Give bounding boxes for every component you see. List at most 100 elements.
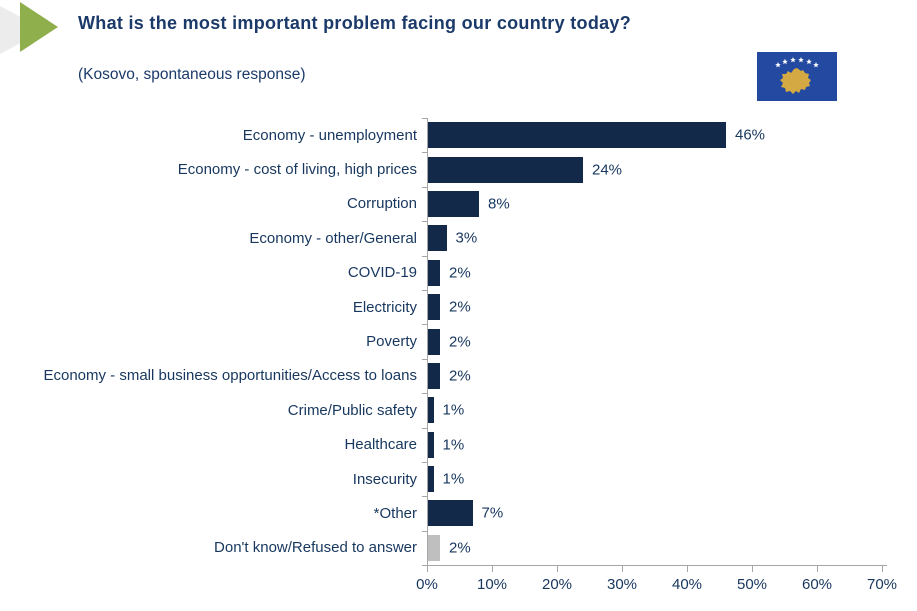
category-label: Healthcare bbox=[344, 436, 417, 454]
bar-chart: Economy - unemployment 46% Economy - cost … bbox=[0, 118, 917, 593]
chart-row: Healthcare 1% bbox=[0, 428, 917, 462]
x-axis-tick bbox=[817, 566, 818, 573]
value-label: 2% bbox=[449, 333, 471, 351]
bar bbox=[427, 294, 440, 321]
x-axis-tick bbox=[557, 566, 558, 573]
value-label: 8% bbox=[488, 195, 510, 213]
value-label: 3% bbox=[455, 229, 478, 247]
x-axis-tick-label: 40% bbox=[671, 576, 703, 594]
y-axis-tick bbox=[422, 565, 427, 567]
bar bbox=[427, 362, 440, 389]
value-label: 2% bbox=[449, 367, 471, 385]
category-label: Economy - small business opportunities/A… bbox=[43, 367, 417, 385]
plot-cell: 2% bbox=[427, 534, 887, 561]
x-axis-tick bbox=[687, 566, 688, 573]
category-label: Economy - cost of living, high prices bbox=[177, 161, 417, 179]
y-axis-tick bbox=[422, 462, 427, 463]
x-axis-tick bbox=[622, 566, 623, 573]
category-label: Insecurity bbox=[352, 470, 417, 488]
bar bbox=[427, 431, 434, 458]
x-axis-tick bbox=[427, 566, 428, 573]
chart-row: Economy - cost of living, high prices 24% bbox=[0, 152, 917, 186]
page-subtitle: (Kosovo, spontaneous response) bbox=[78, 66, 306, 83]
x-axis: 0% 10% 20% 30% 40% 50% 60% 70% bbox=[416, 565, 897, 593]
x-axis-tick-label: 30% bbox=[606, 576, 638, 594]
chart-row: Electricity 2% bbox=[0, 290, 917, 324]
plot-cell: 1% bbox=[427, 397, 887, 424]
value-label: 2% bbox=[449, 539, 471, 557]
value-label: 1% bbox=[442, 436, 465, 454]
chart-row: Economy - unemployment 46% bbox=[0, 118, 917, 152]
value-label: 1% bbox=[442, 470, 465, 488]
plot-cell: 1% bbox=[427, 466, 887, 493]
y-axis-tick bbox=[422, 324, 427, 326]
chart-rows: Economy - unemployment 46% Economy - cost … bbox=[0, 118, 917, 565]
bar bbox=[427, 466, 434, 493]
plot-cell: 8% bbox=[427, 190, 887, 217]
chart-row: Economy - other/General 3% bbox=[0, 221, 917, 255]
category-label: Corruption bbox=[346, 195, 417, 213]
category-label: Electricity bbox=[352, 298, 417, 316]
value-label: 46% bbox=[735, 126, 766, 144]
y-axis-tick bbox=[422, 221, 427, 223]
flag-kosovo-map bbox=[780, 68, 811, 94]
bar bbox=[427, 500, 473, 527]
category-label: Economy - other/General bbox=[249, 229, 417, 247]
chart-row: Corruption 8% bbox=[0, 187, 917, 221]
chart-row: Insecurity 1% bbox=[0, 462, 917, 496]
y-axis-tick bbox=[422, 358, 427, 360]
x-axis-tick bbox=[492, 566, 493, 573]
y-axis bbox=[422, 118, 428, 567]
plot-cell: 2% bbox=[427, 328, 887, 355]
y-axis-tick bbox=[422, 530, 427, 532]
y-axis-tick bbox=[422, 496, 427, 498]
chart-row: COVID-19 2% bbox=[0, 256, 917, 290]
plot-cell: 3% bbox=[427, 225, 887, 252]
y-axis-tick bbox=[422, 118, 427, 119]
x-axis-tick bbox=[882, 566, 883, 573]
page-title: What is the most important problem facin… bbox=[78, 13, 632, 33]
value-label: 1% bbox=[442, 401, 465, 419]
corner-accent-decoration bbox=[0, 2, 58, 54]
bar bbox=[427, 397, 434, 424]
plot-cell: 1% bbox=[427, 431, 887, 458]
chart-row: Economy - small business opportunities/A… bbox=[0, 359, 917, 393]
x-axis-tick-label: 0% bbox=[416, 576, 438, 594]
value-label: 24% bbox=[592, 161, 623, 179]
flag-stars bbox=[775, 57, 819, 68]
chart-row: Crime/Public safety 1% bbox=[0, 393, 917, 427]
category-label: *Other bbox=[373, 504, 417, 522]
plot-cell: 7% bbox=[427, 500, 887, 527]
plot-cell: 2% bbox=[427, 362, 887, 389]
bar bbox=[427, 328, 440, 355]
chart-row: Don't know/Refused to answer 2% bbox=[0, 531, 917, 565]
bar bbox=[427, 156, 583, 183]
bar bbox=[427, 190, 479, 217]
chart-row: Poverty 2% bbox=[0, 324, 917, 358]
value-label: 2% bbox=[449, 264, 471, 282]
plot-cell: 24% bbox=[427, 156, 887, 183]
chart-row: *Other 7% bbox=[0, 496, 917, 530]
bar bbox=[427, 534, 440, 561]
y-axis-tick bbox=[422, 152, 427, 154]
x-axis-tick-label: 10% bbox=[476, 576, 508, 594]
x-axis-tick-label: 70% bbox=[866, 576, 898, 594]
plot-cell: 2% bbox=[427, 294, 887, 321]
value-label: 2% bbox=[449, 298, 471, 316]
y-axis-tick bbox=[422, 186, 427, 188]
y-axis-tick bbox=[422, 255, 427, 257]
category-label: Crime/Public safety bbox=[287, 401, 417, 419]
y-axis-tick bbox=[422, 427, 427, 429]
bar bbox=[427, 122, 726, 149]
y-axis-tick bbox=[422, 290, 427, 291]
plot-cell: 46% bbox=[427, 122, 887, 149]
plot-cell: 2% bbox=[427, 259, 887, 286]
category-label: Economy - unemployment bbox=[242, 126, 417, 144]
x-axis-tick-label: 60% bbox=[801, 576, 833, 594]
category-label: COVID-19 bbox=[347, 264, 417, 282]
x-axis-tick bbox=[752, 566, 753, 573]
category-label: Poverty bbox=[366, 333, 417, 351]
y-axis-tick bbox=[422, 393, 427, 395]
kosovo-flag bbox=[757, 52, 837, 101]
